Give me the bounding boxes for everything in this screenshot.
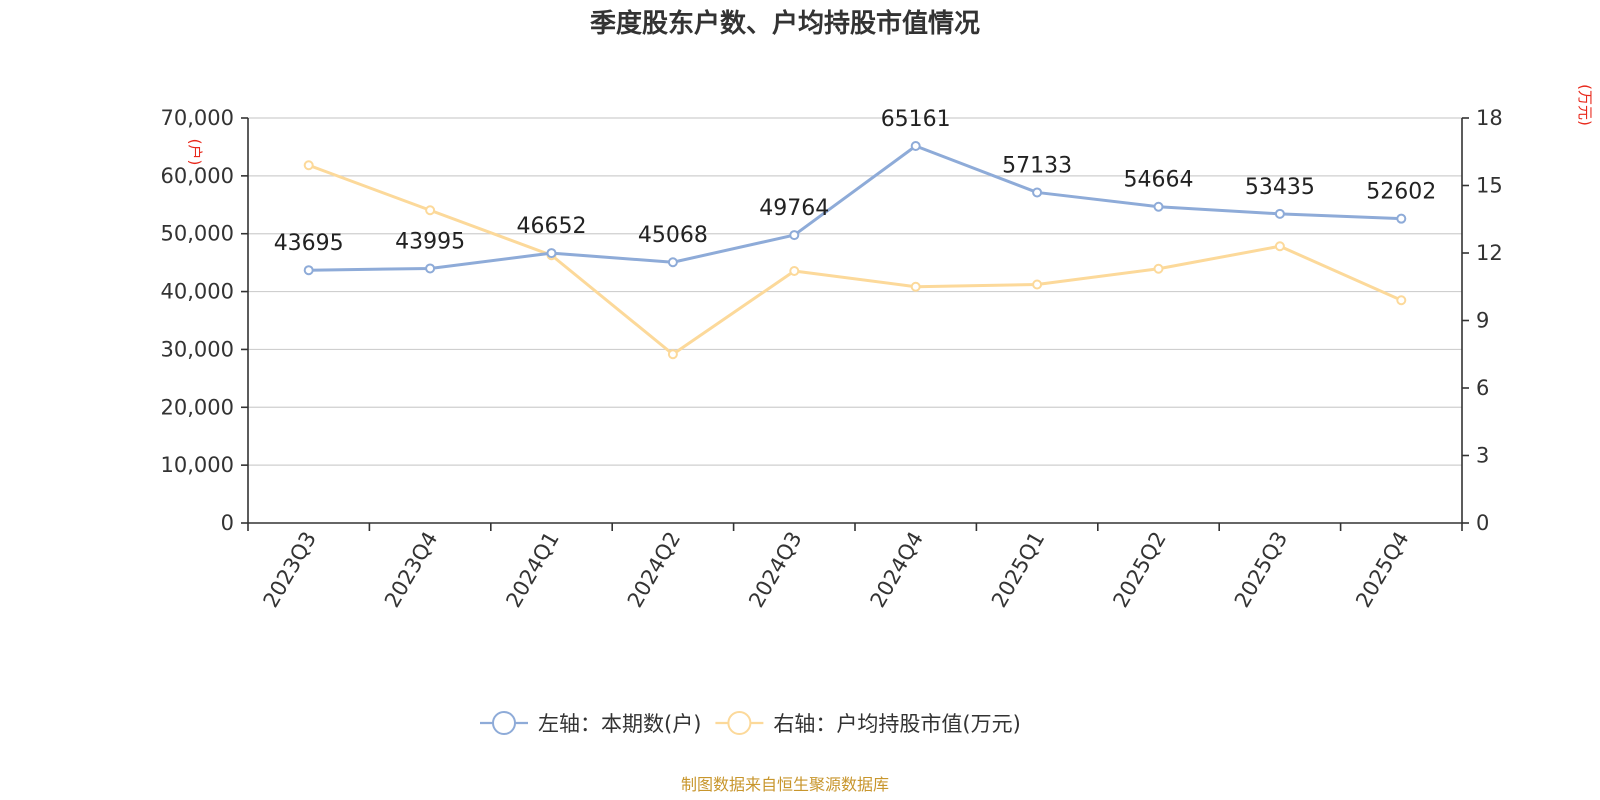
left-axis-tick-label: 10,000 xyxy=(161,453,234,477)
legend-marker-icon xyxy=(727,711,752,735)
data-point-avg-value xyxy=(303,160,314,171)
x-axis-tick-label: 2024Q4 xyxy=(866,528,928,612)
data-label: 43695 xyxy=(274,231,344,256)
left-axis-tick-label: 20,000 xyxy=(161,395,234,419)
right-axis-tick-label: 15 xyxy=(1476,174,1503,198)
data-label: 65161 xyxy=(881,107,951,132)
left-axis-tick-label: 60,000 xyxy=(161,164,234,188)
data-point-avg-value xyxy=(1032,279,1043,290)
data-point-avg-value xyxy=(1396,295,1407,306)
series-line-shareholders xyxy=(308,144,1402,272)
right-axis-tick-label: 3 xyxy=(1476,444,1489,468)
gridlines xyxy=(248,117,1462,466)
data-point-avg-value xyxy=(1274,241,1285,252)
data-point-shareholders xyxy=(667,257,678,268)
left-axis-tick-label: 40,000 xyxy=(161,280,234,304)
right-axis-unit: (万元) xyxy=(1576,84,1594,126)
data-point-shareholders xyxy=(546,248,557,259)
data-label: 52602 xyxy=(1366,180,1436,205)
data-point-shareholders xyxy=(303,265,314,276)
right-axis-tick-label: 9 xyxy=(1476,309,1489,333)
left-axis-tick-label: 70,000 xyxy=(161,106,234,130)
data-point-shareholders xyxy=(425,263,436,274)
data-labels: 43695 43995 46652 45068 49764 65161 57133 54664… xyxy=(274,107,1437,256)
right-axis-tick-label: 0 xyxy=(1476,511,1489,535)
data-point-shareholders xyxy=(1396,213,1407,224)
data-label: 45068 xyxy=(638,223,708,248)
x-axis-tick-label: 2025Q2 xyxy=(1108,528,1170,612)
data-label: 53435 xyxy=(1245,175,1315,200)
series-line-avg-value xyxy=(308,163,1402,356)
data-label: 43995 xyxy=(395,229,465,254)
x-axis-tick-label: 2023Q4 xyxy=(380,528,442,612)
right-axis-tick-label: 12 xyxy=(1476,241,1503,265)
data-point-avg-value xyxy=(1153,263,1164,274)
legend-label: 左轴：本期数(户) xyxy=(538,712,701,736)
chart-title: 季度股东户数、户均持股市值情况 xyxy=(590,8,980,39)
series-layer xyxy=(303,140,1407,360)
legend[interactable]: 左轴：本期数(户) 右轴：户均持股市值(万元) xyxy=(480,711,1021,736)
data-point-avg-value xyxy=(789,266,800,276)
data-point-shareholders xyxy=(910,140,921,151)
right-axis-tick-label: 6 xyxy=(1476,376,1489,400)
source-note: 制图数据来自恒生聚源数据库 xyxy=(681,775,889,794)
left-axis-unit: (户) xyxy=(186,139,204,166)
x-axis-tick-label: 2025Q4 xyxy=(1351,528,1413,612)
left-axis-tick-label: 30,000 xyxy=(161,337,234,361)
x-axis-tick-label: 2025Q3 xyxy=(1230,528,1292,612)
legend-label: 右轴：户均持股市值(万元) xyxy=(773,712,1020,736)
x-axis-tick-label: 2023Q3 xyxy=(259,528,321,612)
right-axis-tick-label: 18 xyxy=(1476,106,1503,130)
legend-marker-icon xyxy=(492,711,516,735)
data-point-shareholders xyxy=(1274,208,1285,219)
left-axis-tick-label: 50,000 xyxy=(161,222,234,246)
data-point-shareholders xyxy=(1153,201,1164,212)
x-axis-tick-label: 2024Q3 xyxy=(744,528,806,612)
data-point-shareholders xyxy=(789,230,800,241)
x-axis-tick-label: 2025Q1 xyxy=(987,528,1049,612)
data-point-avg-value xyxy=(667,349,678,360)
data-point-avg-value xyxy=(425,205,436,216)
left-axis-tick-label: 0 xyxy=(221,511,234,535)
legend-item-avg-value[interactable]: 右轴：户均持股市值(万元) xyxy=(715,711,1021,736)
data-point-avg-value xyxy=(910,281,921,292)
data-label: 46652 xyxy=(517,214,587,239)
data-label: 57133 xyxy=(1002,153,1072,178)
data-label: 49764 xyxy=(759,196,829,221)
data-label: 54664 xyxy=(1124,168,1194,193)
x-axis-tick-label: 2024Q2 xyxy=(623,528,685,612)
legend-item-shareholders[interactable]: 左轴：本期数(户) xyxy=(480,711,701,736)
x-axis-tick-label: 2024Q1 xyxy=(501,528,563,612)
data-point-shareholders xyxy=(1032,187,1043,198)
